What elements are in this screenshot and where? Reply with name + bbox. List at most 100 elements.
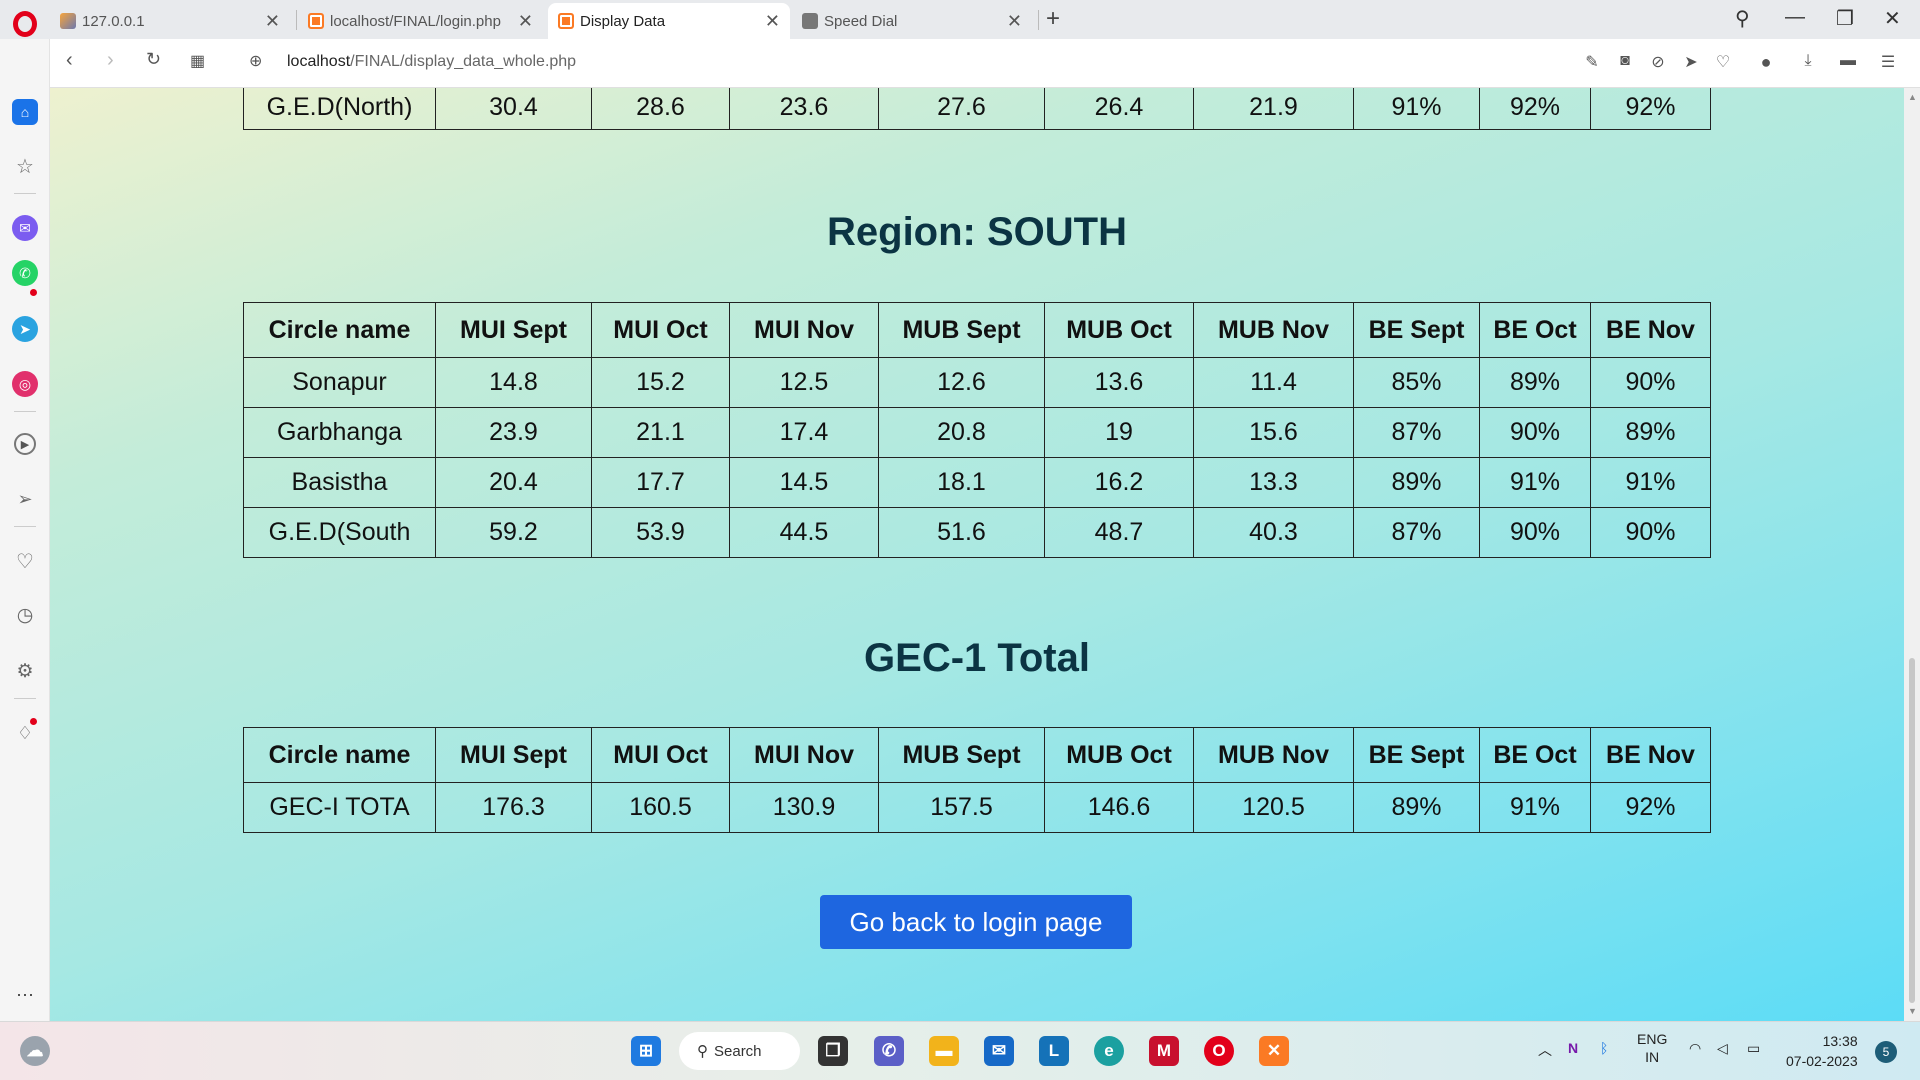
close-window-icon[interactable]: ✕: [1884, 8, 1901, 30]
column-header: MUI Sept: [435, 302, 592, 358]
tab-title: localhost/FINAL/login.php: [330, 12, 501, 30]
table-cell: 11.4: [1193, 357, 1354, 408]
messenger-icon[interactable]: ✉: [12, 215, 38, 241]
table-cell: 157.5: [878, 782, 1045, 833]
home-icon[interactable]: ⌂: [12, 99, 38, 125]
instagram-icon[interactable]: ◎: [12, 371, 38, 397]
chevron-up-icon[interactable]: ︿: [1538, 1042, 1552, 1058]
scrollbar-thumb[interactable]: [1909, 658, 1915, 1003]
table-cell: 130.9: [729, 782, 879, 833]
teams-chat-icon[interactable]: ✆: [874, 1036, 904, 1066]
easy-setup-icon[interactable]: ☰: [1880, 54, 1896, 71]
onenote-icon[interactable]: N: [1568, 1040, 1579, 1056]
clock[interactable]: 13:38 07-02-2023: [1786, 1031, 1858, 1071]
back-to-login-button[interactable]: Go back to login page: [820, 895, 1132, 949]
table-cell: 89%: [1590, 407, 1711, 458]
table-row: Garbhanga 23.9 21.1 17.4 20.8 19 15.6 87% 90% 89%: [243, 407, 1711, 458]
scroll-up-icon[interactable]: ▲: [1908, 92, 1917, 102]
bluetooth-icon[interactable]: ᛒ: [1600, 1040, 1609, 1056]
forward-icon[interactable]: ›: [107, 49, 114, 71]
edge-icon[interactable]: e: [1094, 1036, 1124, 1066]
telegram-icon[interactable]: ➤: [12, 316, 38, 342]
adblock-icon[interactable]: ⊘: [1651, 54, 1665, 71]
table-row: Basistha 20.4 17.7 14.5 18.1 16.2 13.3 89% 91% 91…: [243, 457, 1711, 508]
tabs-grid-icon[interactable]: ▦: [190, 53, 206, 70]
column-header: MUI Nov: [729, 302, 879, 358]
tab-phpmyadmin[interactable]: 127.0.0.1 ✕: [50, 3, 290, 39]
site-info-icon[interactable]: ⊕: [249, 53, 263, 70]
notification-dot: [30, 718, 37, 725]
settings-icon[interactable]: ⚙: [16, 660, 34, 682]
wifi-icon[interactable]: ◠: [1689, 1040, 1702, 1056]
notification-badge[interactable]: 5: [1875, 1041, 1897, 1063]
table-cell: 91%: [1590, 457, 1711, 508]
circle-name-cell: Basistha: [243, 457, 436, 508]
player-icon[interactable]: ▶: [14, 433, 36, 455]
table-cell: 176.3: [435, 782, 592, 833]
tips-bulb-icon[interactable]: ♢: [16, 722, 34, 743]
tab-display-data[interactable]: Display Data ✕: [548, 3, 790, 39]
close-icon[interactable]: ✕: [1006, 10, 1022, 31]
back-icon[interactable]: ‹: [66, 49, 73, 71]
taskbar-search[interactable]: ⚲ Search: [679, 1032, 800, 1070]
sidebar-divider: [14, 411, 36, 412]
table-cell: 14.5: [729, 457, 879, 508]
total-heading: GEC-1 Total: [864, 636, 1090, 680]
whatsapp-icon[interactable]: ✆: [12, 260, 38, 286]
column-header: BE Oct: [1479, 302, 1591, 358]
new-tab-icon[interactable]: +: [1046, 5, 1061, 32]
opera-icon[interactable]: O: [1204, 1036, 1234, 1066]
opera-menu-icon[interactable]: [13, 11, 37, 37]
table-cell: 12.5: [729, 357, 879, 408]
column-header: MUB Oct: [1044, 727, 1194, 783]
circle-name-cell: Sonapur: [243, 357, 436, 408]
send-icon[interactable]: ➤: [1684, 54, 1698, 71]
windows-start-icon[interactable]: ⊞: [631, 1036, 661, 1066]
url-field[interactable]: localhost/FINAL/display_data_whole.php: [287, 53, 576, 71]
column-header: BE Nov: [1590, 727, 1711, 783]
tab-speed-dial[interactable]: Speed Dial ✕: [792, 3, 1032, 39]
file-explorer-icon[interactable]: ▬: [929, 1036, 959, 1066]
battery-saver-icon[interactable]: ▬: [1840, 52, 1856, 69]
taskbar: ☁ ⊞ ⚲ Search ❐ ✆ ▬ ✉ L e M O ✕ ︿ N ᛒ ENG…: [0, 1021, 1920, 1080]
speed-dial-icon: [802, 13, 818, 29]
table-cell: 19: [1044, 407, 1194, 458]
close-icon[interactable]: ✕: [764, 10, 780, 31]
column-header: Circle name: [243, 302, 436, 358]
table-cell: 59.2: [435, 507, 592, 558]
scrollbar[interactable]: ▲ ▼: [1904, 88, 1920, 1021]
launcher-l-icon[interactable]: L: [1039, 1036, 1069, 1066]
minimize-icon[interactable]: —: [1785, 6, 1805, 28]
heart-icon[interactable]: ♡: [16, 550, 34, 573]
column-header: MUI Oct: [591, 302, 730, 358]
camera-icon[interactable]: ◙: [1620, 52, 1630, 69]
task-view-icon[interactable]: ❐: [818, 1036, 848, 1066]
language-indicator[interactable]: ENG IN: [1637, 1030, 1667, 1066]
flow-icon[interactable]: ➢: [17, 488, 33, 509]
weather-icon[interactable]: ☁: [20, 1036, 50, 1066]
volume-icon[interactable]: ◁: [1717, 1040, 1728, 1056]
star-icon[interactable]: ☆: [16, 155, 34, 178]
more-icon[interactable]: ⋯: [16, 984, 34, 1005]
mail-icon[interactable]: ✉: [984, 1036, 1014, 1066]
heart-icon[interactable]: ♡: [1715, 54, 1731, 71]
close-icon[interactable]: ✕: [264, 10, 280, 31]
table-cell: 85%: [1353, 357, 1480, 408]
sidebar-divider: [14, 193, 36, 194]
column-header: MUB Nov: [1193, 302, 1354, 358]
edit-icon[interactable]: ✎: [1585, 54, 1599, 71]
mcafee-icon[interactable]: M: [1149, 1036, 1179, 1066]
table-cell: 87%: [1353, 507, 1480, 558]
history-icon[interactable]: ◷: [16, 604, 34, 626]
tab-login[interactable]: localhost/FINAL/login.php ✕: [298, 3, 543, 39]
restore-icon[interactable]: ❐: [1836, 8, 1854, 30]
table-cell: 16.2: [1044, 457, 1194, 508]
search-tabs-icon[interactable]: ⚲: [1735, 8, 1750, 30]
scroll-down-icon[interactable]: ▼: [1908, 1006, 1917, 1016]
close-icon[interactable]: ✕: [517, 10, 533, 31]
xampp-icon[interactable]: ✕: [1259, 1036, 1289, 1066]
download-icon[interactable]: ⤓: [1804, 52, 1812, 69]
profile-icon[interactable]: ●: [1760, 52, 1772, 72]
reload-icon[interactable]: ↻: [146, 49, 162, 69]
battery-icon[interactable]: ▭: [1747, 1040, 1761, 1056]
